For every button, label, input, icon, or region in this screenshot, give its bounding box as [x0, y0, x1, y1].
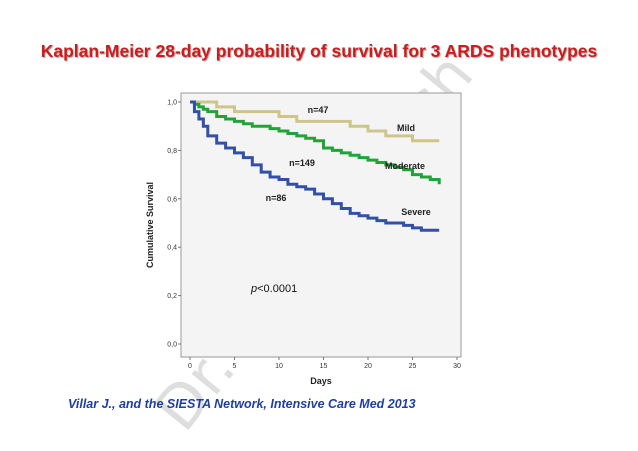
x-tick-label: 30	[453, 363, 461, 370]
p-value-annotation: p<0.0001	[250, 283, 297, 295]
series-line-mild	[190, 100, 440, 143]
y-tick-label: 0,4	[167, 245, 177, 252]
citation: Villar J., and the SIESTA Network, Inten…	[68, 397, 416, 411]
series-name-severe: Severe	[401, 207, 431, 217]
series-labels: Mild n=47 Moderate n=149 Severe n=86	[266, 105, 431, 217]
x-axis-label: Days	[310, 376, 332, 386]
y-tick-label: 1,0	[167, 100, 177, 107]
series-lines	[190, 100, 441, 232]
y-tick-label: 0,2	[167, 293, 177, 300]
y-tick-label: 0,0	[167, 342, 177, 349]
x-tick-label: 5	[233, 363, 237, 370]
axes: 0 5 10 15 20 25 30 0,0 0,2 0,4 0,6 0,8 1,0	[167, 100, 461, 371]
plot-area	[180, 92, 462, 358]
series-name-moderate: Moderate	[385, 161, 425, 171]
x-tick-label: 20	[364, 363, 372, 370]
x-tick-label: 25	[409, 363, 417, 370]
series-n-mild: n=47	[308, 105, 329, 115]
y-tick-label: 0,6	[167, 196, 177, 203]
p-value-number: <0.0001	[257, 283, 297, 295]
p-value-prefix: p	[250, 283, 257, 295]
series-n-severe: n=86	[266, 193, 287, 203]
series-n-moderate: n=149	[289, 158, 315, 168]
y-tick-label: 0,8	[167, 148, 177, 155]
series-line-severe	[190, 100, 440, 232]
series-line-moderate	[190, 100, 441, 185]
x-tick-label: 0	[188, 363, 192, 370]
series-name-mild: Mild	[397, 123, 415, 133]
chart-title: Kaplan-Meier 28-day probability of survi…	[40, 41, 598, 61]
x-tick-label: 10	[275, 363, 283, 370]
x-tick-label: 15	[320, 363, 328, 370]
y-axis-label: Cumulative Survival	[145, 182, 155, 268]
